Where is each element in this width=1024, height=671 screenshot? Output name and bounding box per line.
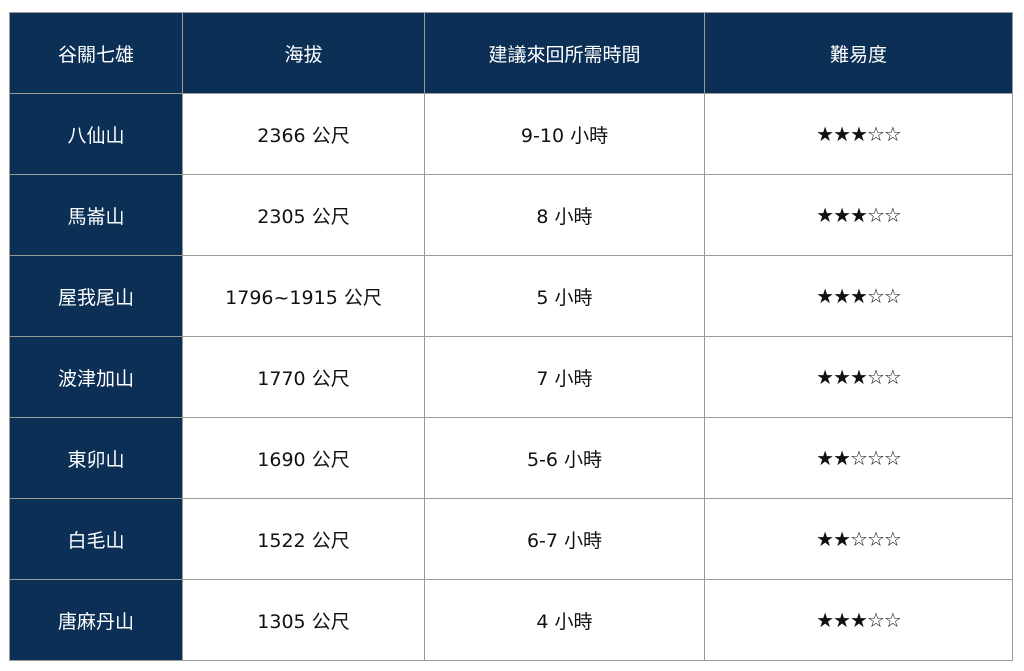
table-row: 唐麻丹山 1305 公尺 4 小時 ★★★☆☆ xyxy=(9,579,1013,661)
altitude-cell: 1690 公尺 xyxy=(182,417,425,499)
mountains-table: 谷關七雄 海拔 建議來回所需時間 難易度 八仙山 2366 公尺 9-10 小時 ★★… xyxy=(9,12,1013,661)
header-time: 建議來回所需時間 xyxy=(424,12,705,94)
mountain-name: 白毛山 xyxy=(9,498,183,580)
table-row: 波津加山 1770 公尺 7 小時 ★★★☆☆ xyxy=(9,336,1013,418)
difficulty-stars: ★★★☆☆ xyxy=(704,255,1013,337)
time-cell: 5-6 小時 xyxy=(424,417,705,499)
table-row: 八仙山 2366 公尺 9-10 小時 ★★★☆☆ xyxy=(9,93,1013,175)
time-cell: 8 小時 xyxy=(424,174,705,256)
difficulty-stars: ★★☆☆☆ xyxy=(704,417,1013,499)
mountain-name: 波津加山 xyxy=(9,336,183,418)
time-cell: 5 小時 xyxy=(424,255,705,337)
altitude-cell: 1305 公尺 xyxy=(182,579,425,661)
time-cell: 4 小時 xyxy=(424,579,705,661)
mountain-name: 馬崙山 xyxy=(9,174,183,256)
mountain-name: 屋我尾山 xyxy=(9,255,183,337)
altitude-cell: 1796~1915 公尺 xyxy=(182,255,425,337)
mountain-name: 東卯山 xyxy=(9,417,183,499)
table-row: 東卯山 1690 公尺 5-6 小時 ★★☆☆☆ xyxy=(9,417,1013,499)
table-row: 白毛山 1522 公尺 6-7 小時 ★★☆☆☆ xyxy=(9,498,1013,580)
difficulty-stars: ★★★☆☆ xyxy=(704,93,1013,175)
difficulty-stars: ★★★☆☆ xyxy=(704,579,1013,661)
header-row: 谷關七雄 海拔 建議來回所需時間 難易度 xyxy=(9,12,1013,94)
mountain-name: 八仙山 xyxy=(9,93,183,175)
table-row: 屋我尾山 1796~1915 公尺 5 小時 ★★★☆☆ xyxy=(9,255,1013,337)
difficulty-stars: ★★★☆☆ xyxy=(704,174,1013,256)
time-cell: 9-10 小時 xyxy=(424,93,705,175)
altitude-cell: 1522 公尺 xyxy=(182,498,425,580)
altitude-cell: 1770 公尺 xyxy=(182,336,425,418)
altitude-cell: 2366 公尺 xyxy=(182,93,425,175)
time-cell: 7 小時 xyxy=(424,336,705,418)
time-cell: 6-7 小時 xyxy=(424,498,705,580)
difficulty-stars: ★★★☆☆ xyxy=(704,336,1013,418)
difficulty-stars: ★★☆☆☆ xyxy=(704,498,1013,580)
header-altitude: 海拔 xyxy=(182,12,425,94)
mountain-name: 唐麻丹山 xyxy=(9,579,183,661)
table-row: 馬崙山 2305 公尺 8 小時 ★★★☆☆ xyxy=(9,174,1013,256)
header-mountain: 谷關七雄 xyxy=(9,12,183,94)
header-difficulty: 難易度 xyxy=(704,12,1013,94)
altitude-cell: 2305 公尺 xyxy=(182,174,425,256)
